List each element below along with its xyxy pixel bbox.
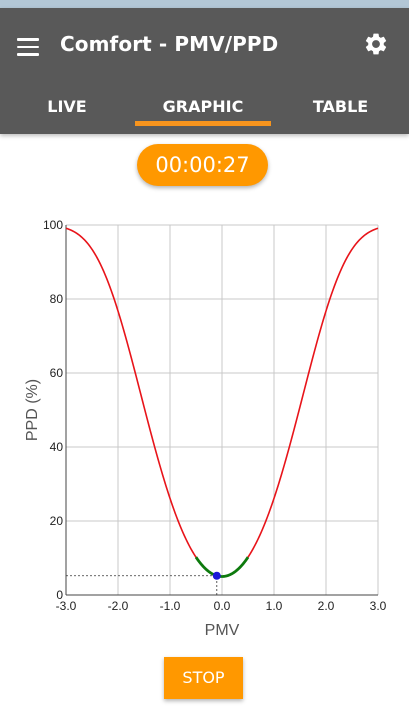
current-point-guide xyxy=(66,575,218,595)
app-title: Comfort - PMV/PPD xyxy=(60,32,279,56)
comfort-zone-series xyxy=(194,556,250,578)
x-tick-label: 0.0 xyxy=(214,599,231,613)
x-tick-label: 2.0 xyxy=(318,599,335,613)
x-tick-label: -1.0 xyxy=(160,599,181,613)
tab-selected-indicator xyxy=(135,121,271,126)
x-tick-label: -3.0 xyxy=(56,599,77,613)
x-tick-label: 3.0 xyxy=(370,599,387,613)
x-axis-label: PMV xyxy=(205,622,240,639)
elapsed-timer: 00:00:27 xyxy=(137,144,268,186)
gear-icon[interactable] xyxy=(363,31,389,57)
y-tick-label: 20 xyxy=(50,514,64,528)
y-axis-label: PPD (%) xyxy=(24,379,41,441)
x-axis-ticks: -3.0 -2.0 -1.0 0.0 1.0 2.0 3.0 xyxy=(56,599,387,613)
y-tick-label: 60 xyxy=(50,366,64,380)
tab-bar: LIVE GRAPHIC TABLE xyxy=(0,88,409,134)
status-bar xyxy=(0,0,409,8)
y-tick-label: 100 xyxy=(43,218,63,232)
y-tick-label: 0 xyxy=(56,588,63,602)
app-bar: Comfort - PMV/PPD LIVE GRAPHIC TABLE xyxy=(0,8,409,134)
y-tick-label: 40 xyxy=(50,440,64,454)
y-tick-label: 80 xyxy=(50,292,64,306)
y-axis-ticks: 0 20 40 60 80 100 xyxy=(43,218,63,602)
tab-graphic[interactable]: GRAPHIC xyxy=(162,97,244,116)
chart-grid xyxy=(65,224,379,596)
stop-button[interactable]: STOP xyxy=(164,657,243,699)
tab-table[interactable]: TABLE xyxy=(312,97,369,116)
x-tick-label: 1.0 xyxy=(266,599,283,613)
current-point-marker xyxy=(212,571,221,580)
x-tick-label: -2.0 xyxy=(108,599,129,613)
menu-icon[interactable] xyxy=(17,38,39,56)
pmv-ppd-chart: -3.0 -2.0 -1.0 0.0 1.0 2.0 3.0 0 20 40 60 80 100 PM… xyxy=(24,218,387,639)
tab-live[interactable]: LIVE xyxy=(47,97,87,116)
